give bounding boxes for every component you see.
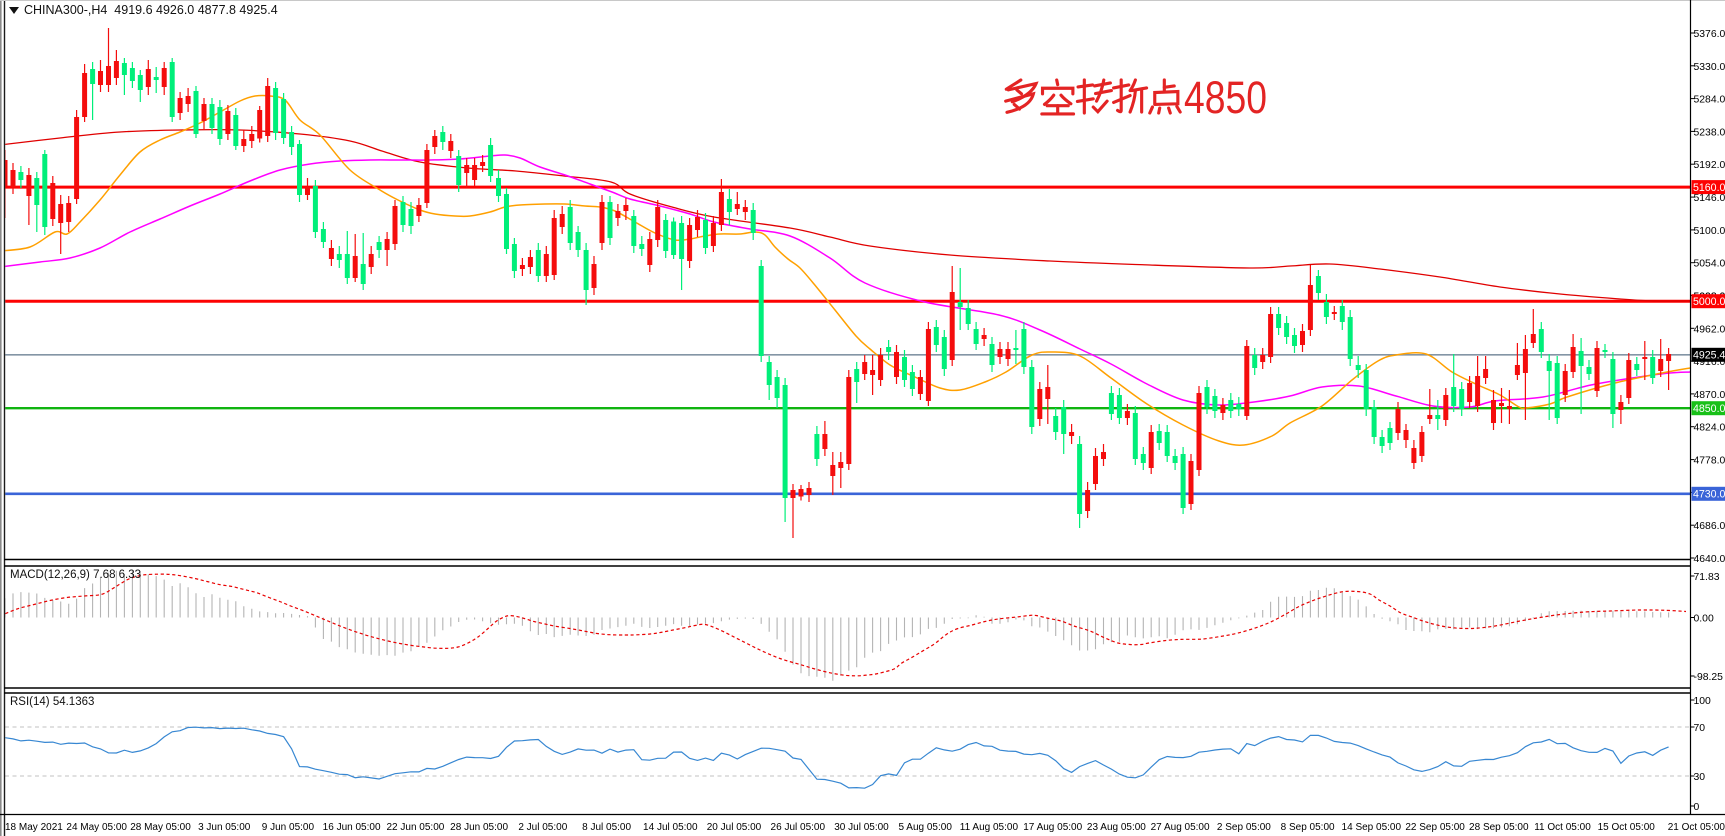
svg-text:CHINA300-,H4 4919.6 4926.0 48: CHINA300-,H4 4919.6 4926.0 4877.8 4925.4 bbox=[24, 3, 278, 17]
svg-text:28 Jun 05:00: 28 Jun 05:00 bbox=[450, 822, 508, 833]
svg-text:8 Sep 05:00: 8 Sep 05:00 bbox=[1281, 822, 1335, 833]
svg-text:28 Sep 05:00: 28 Sep 05:00 bbox=[1469, 822, 1529, 833]
svg-text:4686.0: 4686.0 bbox=[1694, 521, 1725, 532]
svg-text:30: 30 bbox=[1694, 772, 1706, 783]
svg-text:4640.0: 4640.0 bbox=[1694, 554, 1725, 565]
svg-text:11 Aug 05:00: 11 Aug 05:00 bbox=[960, 822, 1019, 833]
svg-text:16 Jun 05:00: 16 Jun 05:00 bbox=[323, 822, 381, 833]
svg-text:5376.0: 5376.0 bbox=[1694, 29, 1725, 40]
svg-text:4962.0: 4962.0 bbox=[1694, 324, 1725, 335]
svg-text:23 Aug 05:00: 23 Aug 05:00 bbox=[1087, 822, 1146, 833]
svg-text:4824.0: 4824.0 bbox=[1694, 423, 1725, 434]
svg-text:RSI(14) 54.1363: RSI(14) 54.1363 bbox=[10, 696, 94, 708]
svg-text:5284.0: 5284.0 bbox=[1694, 95, 1725, 106]
svg-text:14 Jul 05:00: 14 Jul 05:00 bbox=[643, 822, 698, 833]
svg-text:14 Sep 05:00: 14 Sep 05:00 bbox=[1342, 822, 1402, 833]
svg-text:2 Sep 05:00: 2 Sep 05:00 bbox=[1217, 822, 1271, 833]
svg-text:100: 100 bbox=[1694, 696, 1712, 707]
svg-text:5160.0: 5160.0 bbox=[1693, 182, 1725, 194]
svg-text:5330.0: 5330.0 bbox=[1694, 62, 1725, 73]
svg-text:30 Jul 05:00: 30 Jul 05:00 bbox=[834, 822, 889, 833]
svg-text:22 Sep 05:00: 22 Sep 05:00 bbox=[1405, 822, 1465, 833]
svg-text:21 Oct 05:00: 21 Oct 05:00 bbox=[1668, 822, 1725, 833]
svg-text:24 May 05:00: 24 May 05:00 bbox=[66, 822, 127, 833]
svg-text:9 Jun 05:00: 9 Jun 05:00 bbox=[262, 822, 315, 833]
svg-text:0: 0 bbox=[1694, 802, 1700, 813]
svg-text:4916.0: 4916.0 bbox=[1694, 357, 1725, 368]
svg-text:5146.0: 5146.0 bbox=[1694, 193, 1725, 204]
svg-text:5100.0: 5100.0 bbox=[1694, 226, 1725, 237]
svg-text:8 Jul 05:00: 8 Jul 05:00 bbox=[582, 822, 631, 833]
svg-text:71.83: 71.83 bbox=[1694, 572, 1720, 583]
svg-text:4730.0: 4730.0 bbox=[1693, 489, 1725, 501]
svg-text:5 Aug 05:00: 5 Aug 05:00 bbox=[899, 822, 953, 833]
svg-text:18 May 2021: 18 May 2021 bbox=[5, 822, 63, 833]
svg-text:5192.0: 5192.0 bbox=[1694, 160, 1725, 171]
svg-text:22 Jun 05:00: 22 Jun 05:00 bbox=[386, 822, 444, 833]
svg-text:2 Jul 05:00: 2 Jul 05:00 bbox=[518, 822, 567, 833]
svg-text:17 Aug 05:00: 17 Aug 05:00 bbox=[1023, 822, 1082, 833]
svg-text:70: 70 bbox=[1694, 723, 1706, 734]
svg-text:5054.0: 5054.0 bbox=[1694, 259, 1725, 270]
svg-text:MACD(12,26,9) 7.68 6.33: MACD(12,26,9) 7.68 6.33 bbox=[10, 569, 141, 581]
svg-text:4778.0: 4778.0 bbox=[1694, 456, 1725, 467]
svg-text:4925.4: 4925.4 bbox=[1693, 350, 1725, 362]
svg-text:26 Jul 05:00: 26 Jul 05:00 bbox=[771, 822, 826, 833]
svg-text:5000.0: 5000.0 bbox=[1693, 296, 1725, 308]
svg-text:15 Oct 05:00: 15 Oct 05:00 bbox=[1598, 822, 1656, 833]
svg-text:4850: 4850 bbox=[1184, 72, 1267, 123]
svg-text:28 May 05:00: 28 May 05:00 bbox=[130, 822, 191, 833]
svg-text:27 Aug 05:00: 27 Aug 05:00 bbox=[1151, 822, 1210, 833]
svg-text:4850.0: 4850.0 bbox=[1693, 403, 1725, 415]
svg-text:4870.0: 4870.0 bbox=[1694, 390, 1725, 401]
svg-text:20 Jul 05:00: 20 Jul 05:00 bbox=[707, 822, 762, 833]
svg-text:11 Oct 05:00: 11 Oct 05:00 bbox=[1534, 822, 1591, 833]
svg-text:5238.0: 5238.0 bbox=[1694, 127, 1725, 138]
svg-text:0.00: 0.00 bbox=[1694, 614, 1714, 625]
svg-text:3 Jun 05:00: 3 Jun 05:00 bbox=[198, 822, 251, 833]
svg-text:-98.25: -98.25 bbox=[1694, 672, 1724, 683]
